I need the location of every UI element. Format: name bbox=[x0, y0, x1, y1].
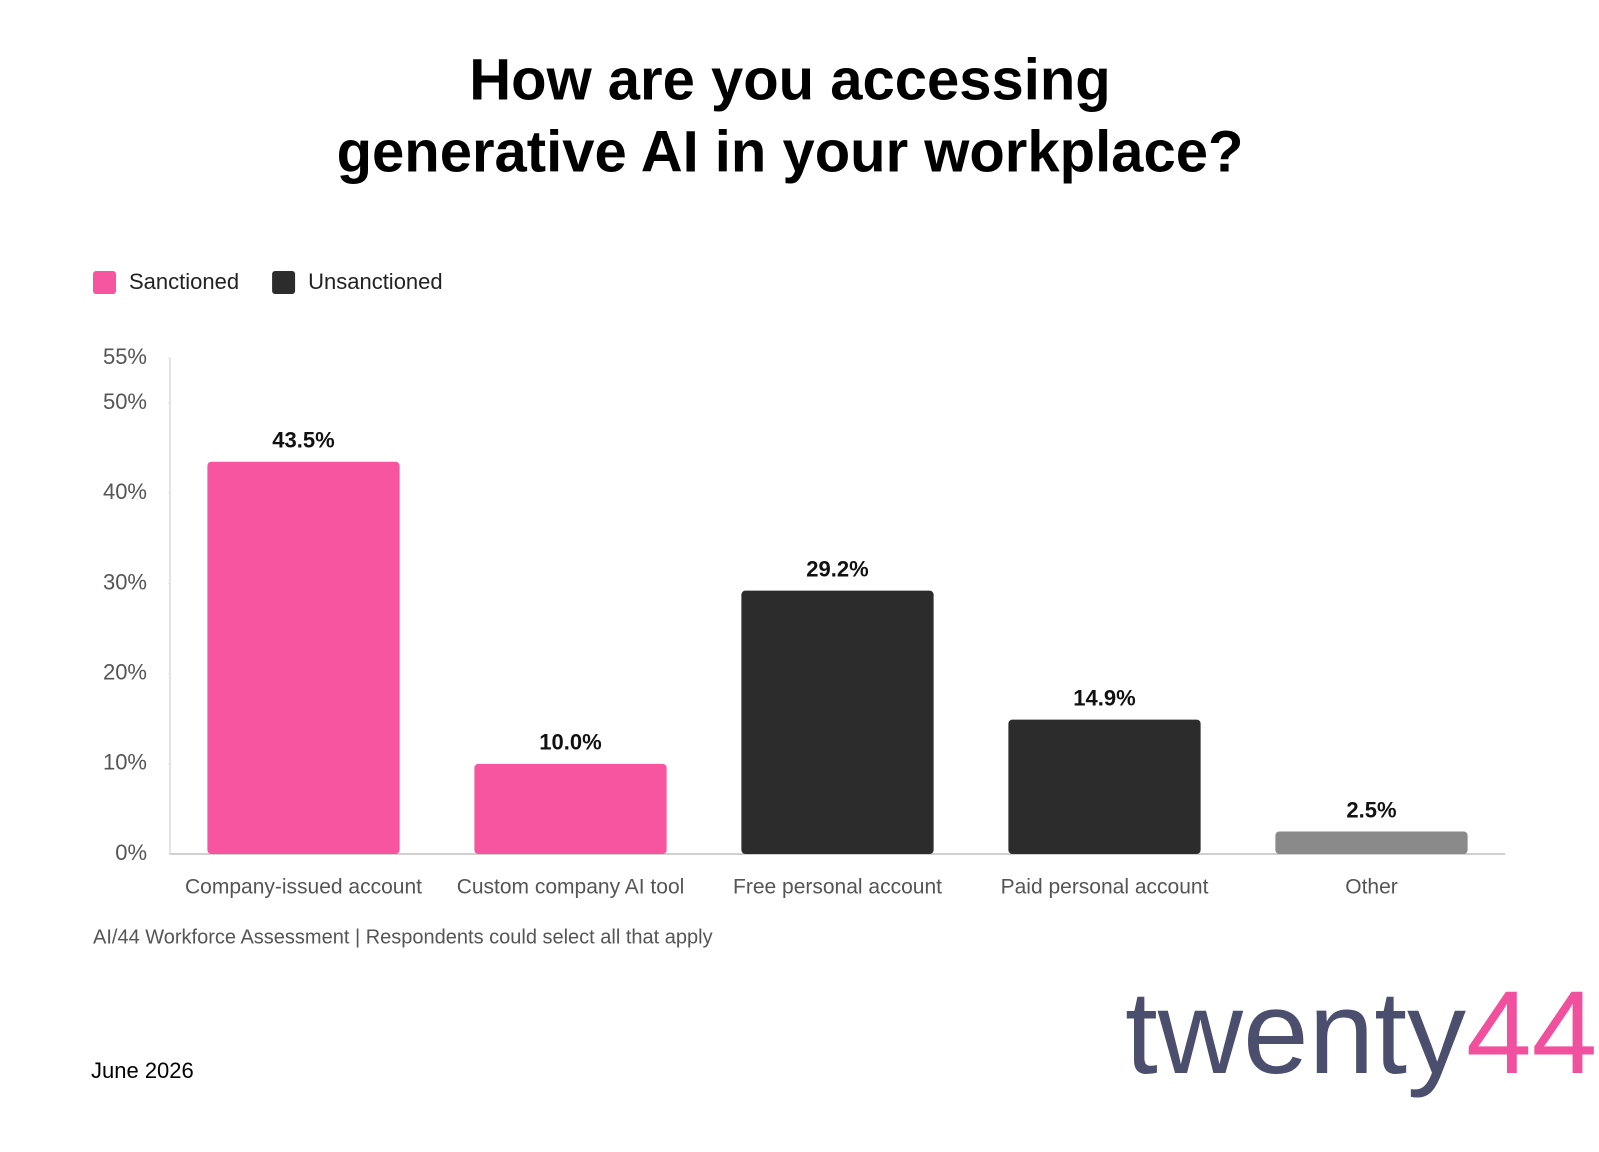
x-tick-label: Free personal account bbox=[733, 876, 942, 899]
y-tick-label: 30% bbox=[103, 569, 147, 594]
value-label: 29.2% bbox=[806, 556, 868, 581]
x-tick-label: Paid personal account bbox=[1001, 876, 1209, 899]
bar bbox=[207, 461, 400, 854]
x-tick-label: Other bbox=[1345, 876, 1398, 899]
bar bbox=[741, 590, 934, 854]
y-tick-label: 20% bbox=[103, 659, 147, 684]
value-label: 14.9% bbox=[1073, 685, 1135, 710]
bar bbox=[1008, 719, 1201, 854]
y-tick-label: 40% bbox=[103, 479, 147, 504]
y-tick-label: 10% bbox=[103, 750, 147, 775]
bar bbox=[474, 763, 667, 854]
y-tick-label: 55% bbox=[103, 344, 147, 369]
logo-accent: 44 bbox=[1466, 967, 1597, 1099]
chart-title: How are you accessing bbox=[469, 47, 1110, 112]
legend-label: Sanctioned bbox=[129, 269, 239, 294]
date: June 2026 bbox=[91, 1058, 194, 1083]
y-tick-label: 0% bbox=[115, 840, 147, 865]
legend-swatch bbox=[93, 271, 116, 294]
value-label: 43.5% bbox=[272, 428, 334, 453]
value-label: 10.0% bbox=[539, 730, 601, 755]
value-label: 2.5% bbox=[1346, 797, 1396, 822]
y-tick-label: 50% bbox=[103, 389, 147, 414]
bar bbox=[1275, 831, 1468, 854]
chart-title: generative AI in your workplace? bbox=[337, 119, 1244, 184]
legend-swatch bbox=[272, 271, 296, 294]
logo: twenty44 bbox=[1125, 967, 1597, 1099]
logo-text: twenty bbox=[1125, 967, 1466, 1099]
legend-label: Unsanctioned bbox=[308, 269, 443, 294]
x-tick-label: Company-issued account bbox=[185, 876, 422, 899]
x-tick-label: Custom company AI tool bbox=[457, 876, 685, 899]
source-note: AI/44 Workforce Assessment | Respondents… bbox=[93, 926, 713, 948]
